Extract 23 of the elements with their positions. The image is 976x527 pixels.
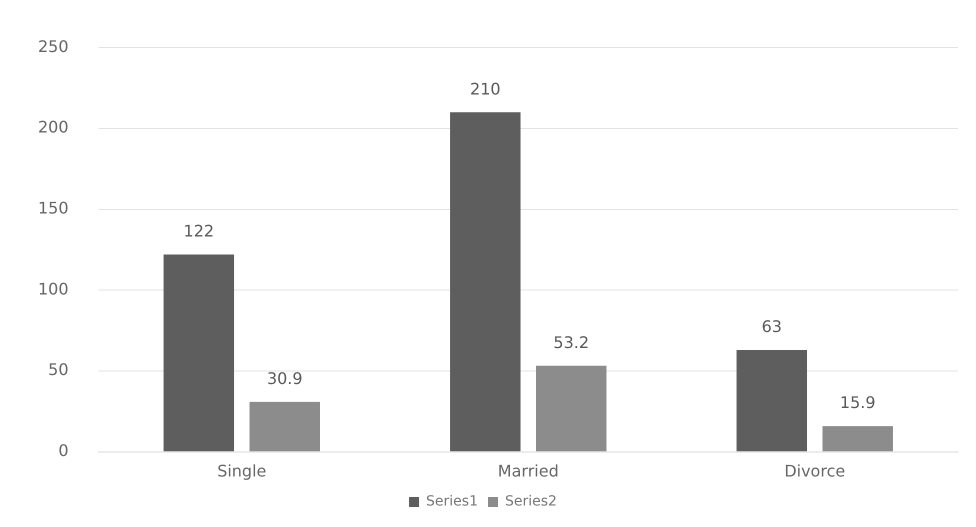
x-tick-label: Divorce [784,462,846,481]
data-label: 63 [762,317,782,336]
y-tick-label: 50 [48,360,69,380]
data-label: 53.2 [553,332,590,352]
legend-label: Series1 [426,494,478,510]
bar [450,112,521,452]
bar [250,402,320,452]
bar [822,426,893,452]
bar [164,254,234,452]
y-tick-label: 250 [38,36,69,56]
legend-label: Series2 [505,494,557,510]
y-tick-label: 150 [38,198,69,218]
data-label: 210 [470,79,501,98]
x-tick-label: Single [217,462,266,481]
data-label: 122 [184,222,214,241]
y-tick-label: 200 [38,118,69,137]
bar [536,366,606,452]
bar [736,350,808,452]
data-label: 15.9 [840,393,876,412]
y-tick-label: 100 [38,279,69,298]
y-tick-label: 0 [58,440,69,460]
x-tick-label: Married [498,462,559,481]
data-label: 30.9 [266,368,303,388]
